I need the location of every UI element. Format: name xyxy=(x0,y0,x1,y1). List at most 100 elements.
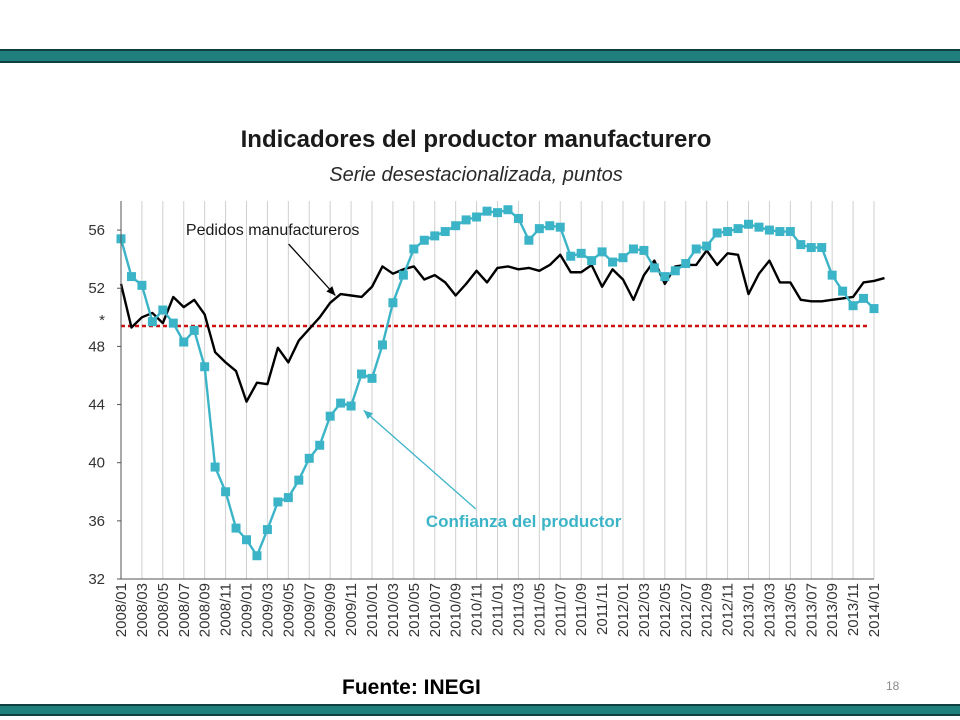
y-tick-label: 40 xyxy=(88,455,105,472)
confianza-point xyxy=(597,247,607,257)
confianza-point xyxy=(639,245,649,255)
confianza-point xyxy=(817,243,827,253)
y-tick-label: 48 xyxy=(88,338,105,355)
confianza-point xyxy=(388,298,398,308)
confianza-point xyxy=(712,228,722,238)
annotations: Pedidos manufactureros Confianza del prod… xyxy=(186,222,622,531)
pedidos-annotation-label: Pedidos manufactureros xyxy=(186,222,359,239)
confianza-point xyxy=(702,241,712,251)
confianza-annotation-label: Confianza del productor xyxy=(426,512,622,531)
confianza-point xyxy=(430,231,440,241)
x-tick-label: 2009/07 xyxy=(301,583,318,637)
x-tick-label: 2011/07 xyxy=(552,583,569,636)
confianza-arrow-head xyxy=(363,410,374,420)
x-tick-label: 2013/05 xyxy=(782,583,799,637)
confianza-point xyxy=(681,259,691,269)
y-tick-label: 32 xyxy=(88,571,105,588)
x-tick-label: 2012/05 xyxy=(657,583,674,637)
confianza-point xyxy=(398,270,408,280)
x-tick-label: 2013/09 xyxy=(824,583,841,637)
confianza-point xyxy=(346,401,356,411)
confianza-point xyxy=(618,253,628,263)
x-tick-label: 2008/07 xyxy=(176,583,193,637)
confianza-point xyxy=(210,462,220,472)
y-tick-label: 56 xyxy=(88,222,105,239)
slide-number: 18 xyxy=(886,679,900,693)
confianza-point xyxy=(409,244,419,254)
pedidos-annotation-arrow xyxy=(288,243,336,296)
confianza-point xyxy=(555,222,565,232)
x-tick-label: 2008/09 xyxy=(197,583,214,637)
confianza-point xyxy=(283,493,293,503)
x-tick-label: 2008/01 xyxy=(113,583,130,637)
confianza-point xyxy=(189,325,199,335)
confianza-point xyxy=(691,244,701,254)
x-tick-label: 2012/01 xyxy=(615,583,632,637)
confianza-point xyxy=(524,235,534,245)
threshold-line: * xyxy=(99,312,870,329)
confianza-point xyxy=(440,227,450,237)
x-tick-label: 2011/05 xyxy=(531,583,548,636)
confianza-point xyxy=(566,251,576,261)
confianza-point xyxy=(147,317,157,327)
x-tick-label: 2013/11 xyxy=(845,583,862,636)
x-tick-label: 2010/09 xyxy=(448,583,465,637)
x-tick-label: 2008/05 xyxy=(155,583,172,637)
y-tick-label: 36 xyxy=(88,513,105,530)
confianza-point xyxy=(534,224,544,234)
confianza-point xyxy=(273,497,283,507)
header-band xyxy=(0,49,960,63)
x-tick-label: 2009/11 xyxy=(343,583,360,636)
footer-band xyxy=(0,704,960,716)
confianza-point xyxy=(262,525,272,535)
confianza-point xyxy=(367,373,377,383)
chart-grid xyxy=(120,201,875,579)
confianza-point xyxy=(827,270,837,280)
confianza-point xyxy=(472,212,482,222)
confianza-point xyxy=(451,221,461,231)
confianza-point xyxy=(294,475,304,485)
confianza-point xyxy=(503,205,513,215)
confianza-point xyxy=(315,440,325,450)
pedidos-manufactureros-line xyxy=(119,249,885,403)
confianza-annotation-arrow xyxy=(363,409,477,510)
confianza-point xyxy=(200,362,210,372)
confianza-point xyxy=(785,227,795,237)
x-tick-label: 2013/01 xyxy=(741,583,758,637)
confianza-point xyxy=(336,398,346,408)
source-label: Fuente: INEGI xyxy=(342,676,481,699)
confianza-point xyxy=(482,206,492,216)
confianza-point xyxy=(628,244,638,254)
x-tick-label: 2010/05 xyxy=(406,583,423,637)
confianza-point xyxy=(848,301,858,311)
x-tick-label: 2009/05 xyxy=(280,583,297,637)
confianza-point xyxy=(252,551,262,561)
confianza-point xyxy=(493,208,502,218)
x-tick-label: 2011/09 xyxy=(573,583,590,636)
confianza-point xyxy=(545,221,555,231)
x-tick-label: 2010/03 xyxy=(385,583,402,637)
x-tick-label: 2010/01 xyxy=(364,583,381,637)
confianza-point xyxy=(304,453,314,463)
threshold-marker: * xyxy=(99,312,105,329)
chart-title: Indicadores del productor manufacturero xyxy=(241,126,712,153)
confianza-point xyxy=(357,369,367,379)
confianza-point xyxy=(137,280,147,290)
confianza-point xyxy=(158,305,168,315)
series-layer xyxy=(116,205,885,561)
y-tick-label: 52 xyxy=(88,280,105,297)
confianza-point xyxy=(608,257,618,267)
confianza-point xyxy=(838,286,848,296)
confianza-point xyxy=(796,240,806,250)
x-tick-label: 2012/03 xyxy=(636,583,653,637)
x-tick-label: 2014/01 xyxy=(866,583,883,637)
confianza-point xyxy=(744,219,753,229)
confianza-point xyxy=(419,235,429,245)
x-tick-label: 2013/07 xyxy=(803,583,820,637)
confianza-point xyxy=(660,272,670,282)
confianza-point xyxy=(859,293,869,303)
confianza-point xyxy=(649,263,659,273)
confianza-point xyxy=(754,222,764,232)
